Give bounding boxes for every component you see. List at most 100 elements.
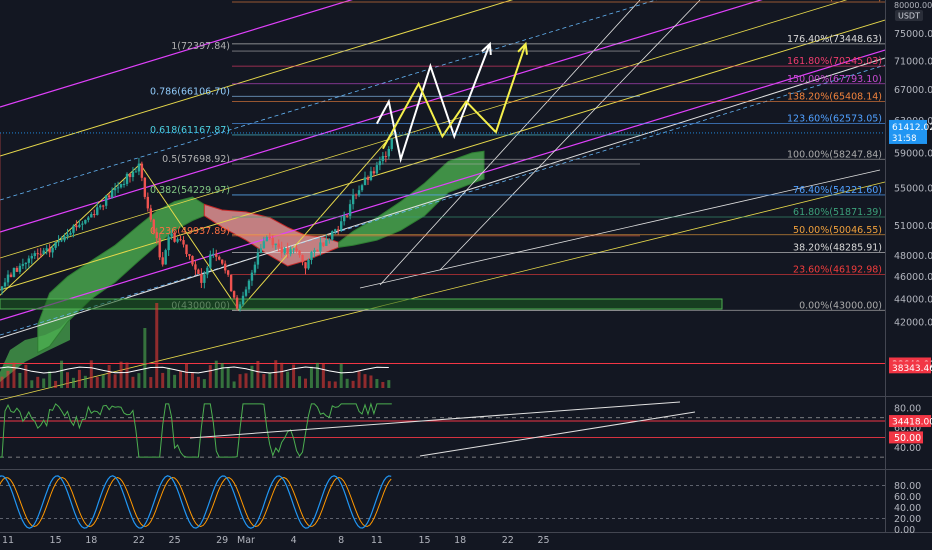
projection-path-yellow — [382, 43, 527, 150]
last-price-flag — [889, 119, 927, 144]
candle-body — [3, 282, 7, 287]
candle-body — [310, 252, 313, 260]
candle-body — [348, 204, 352, 216]
fib-extension-label: 200.00%(79902.58) — [787, 0, 882, 3]
candle-body — [45, 248, 48, 251]
volume-bar — [304, 378, 307, 388]
price-axis-top-label: 80000.00 — [894, 1, 932, 10]
candle-body — [60, 240, 63, 242]
volume-bar — [113, 374, 117, 388]
volume-bar — [339, 363, 343, 388]
volume-bar — [12, 362, 16, 388]
volume-bar — [125, 362, 129, 388]
candle-body — [375, 165, 379, 174]
candle-body — [215, 253, 218, 257]
price-axis-tick: 46000.00 — [894, 272, 932, 283]
candle-body — [176, 239, 179, 242]
candle-body — [268, 237, 271, 239]
candle-body — [137, 163, 141, 172]
candle-body — [354, 194, 358, 196]
fib-extension-label: 0.00%(43000.00) — [799, 300, 882, 311]
candle-body — [307, 259, 310, 269]
candle-body — [173, 233, 176, 242]
time-axis-tick: 15 — [50, 535, 62, 546]
volume-bar — [262, 374, 266, 388]
candle-body — [155, 232, 158, 239]
volume-bar — [167, 367, 171, 388]
candle-body — [238, 304, 242, 309]
candle-body — [384, 156, 388, 158]
candle-body — [256, 252, 260, 265]
channel-line — [0, 0, 848, 259]
candle-body — [167, 236, 170, 251]
price-level-flag — [889, 415, 931, 428]
volume-bar — [202, 379, 206, 388]
time-axis-tick: Mar — [237, 535, 255, 546]
candle-body — [188, 254, 191, 256]
volume-bar — [309, 366, 313, 388]
fib-extension-label: 23.60%(46192.98) — [793, 265, 882, 276]
fib-retracement-label: 0.5(57698.92) — [162, 154, 230, 165]
price-axis-tick: 75000.00 — [894, 29, 932, 40]
volume-bar — [18, 372, 22, 388]
stoch-k-line — [0, 475, 392, 529]
volume-bar — [208, 365, 212, 388]
candle-body — [292, 248, 295, 250]
candle-body — [78, 224, 81, 228]
volume-bar — [143, 328, 147, 388]
candle-body — [9, 274, 13, 277]
stoch-axis-tick: 0.00 — [894, 525, 915, 536]
volume-bar — [155, 303, 159, 388]
volume-bar — [375, 378, 379, 388]
volume-bar — [42, 378, 46, 388]
candle-body — [158, 238, 161, 258]
fib-retracement-label: 0.786(66106.70) — [150, 86, 230, 97]
time-axis-tick: 11 — [371, 535, 383, 546]
volume-bar — [357, 371, 361, 388]
volume-bar — [280, 362, 284, 388]
time-axis-tick: 22 — [502, 535, 514, 546]
candle-body — [334, 229, 337, 232]
volume-bar — [381, 381, 385, 388]
volume-bar — [298, 376, 302, 388]
volume-bar — [327, 381, 331, 388]
channel-line — [0, 0, 353, 108]
price-axis-tick: 44000.00 — [894, 294, 932, 305]
candle-body — [331, 231, 334, 240]
candle-body — [244, 289, 248, 296]
candle-body — [119, 184, 123, 188]
price-axis-tick: 51000.00 — [894, 221, 932, 232]
candle-body — [27, 258, 31, 263]
rsi-level-flag — [889, 431, 923, 444]
volume-bar — [0, 376, 4, 388]
candle-body — [337, 229, 340, 231]
volume-bar — [24, 364, 28, 388]
rsi-trend-line — [419, 411, 696, 457]
candle-body — [185, 244, 188, 255]
candle-body — [102, 205, 105, 207]
projection-path-white — [376, 43, 491, 164]
volume-bar — [30, 380, 34, 388]
candle-body — [223, 263, 227, 271]
candle-body — [42, 250, 45, 255]
candle-body — [340, 221, 343, 231]
fib-extension-label: 50.00%(50046.55) — [793, 225, 882, 236]
volume-bar — [232, 381, 236, 388]
volume-bar — [238, 374, 242, 388]
candle-body — [247, 280, 251, 290]
stoch-axis-tick: 60.00 — [894, 492, 921, 503]
candle-body — [36, 253, 39, 255]
currency-label: USDT — [898, 12, 920, 21]
candle-body — [164, 250, 167, 265]
candle-body — [363, 177, 367, 186]
candle-body — [33, 253, 36, 257]
volume-bar — [190, 372, 194, 388]
candle-body — [6, 274, 10, 283]
candle-body — [322, 242, 325, 246]
candle-body — [262, 241, 266, 249]
fib-retracement-label: 0.618(61167.87) — [150, 125, 230, 136]
volume-bar — [54, 380, 58, 388]
volume-bar — [333, 381, 337, 388]
volume-bar — [214, 360, 218, 388]
